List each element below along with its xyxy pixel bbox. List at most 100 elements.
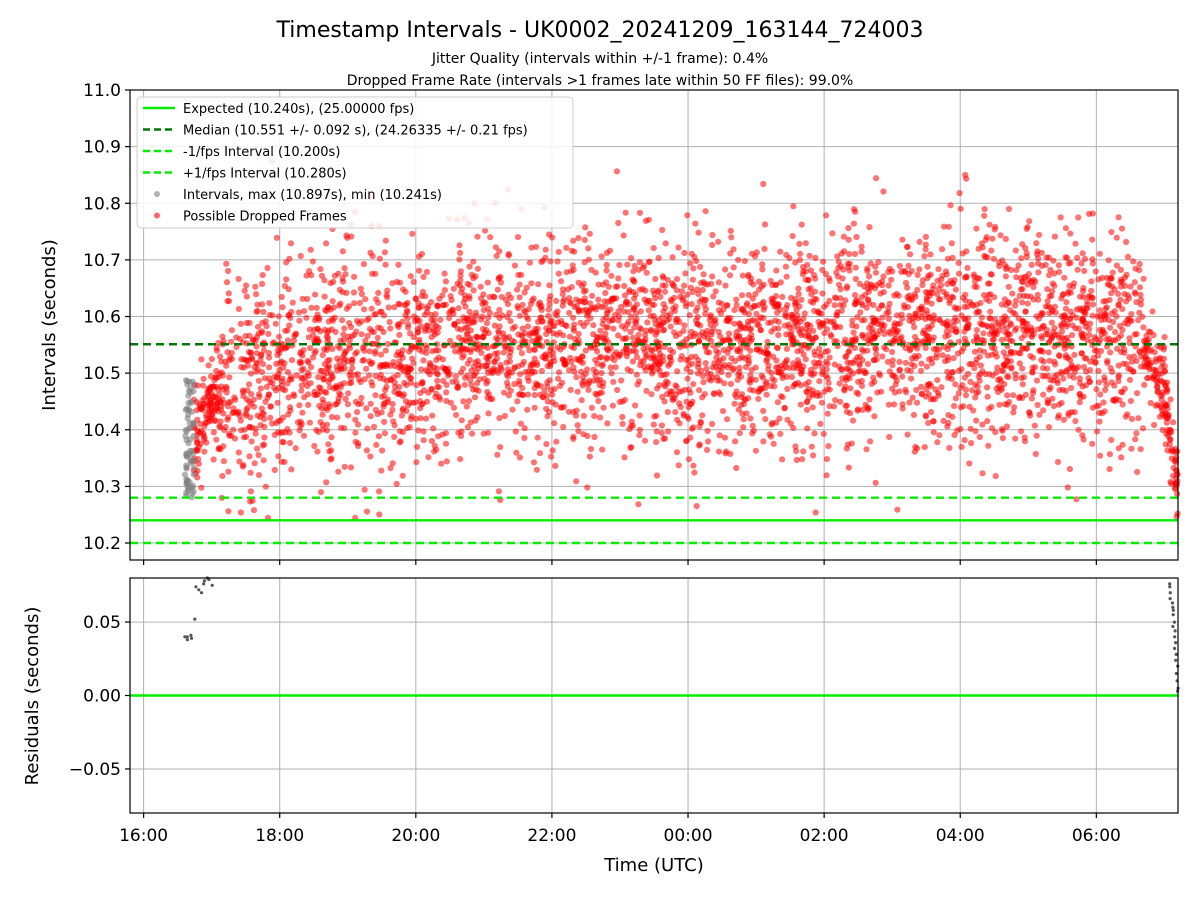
legend-label-expected: Expected (10.240s), (25.00000 fps) xyxy=(183,102,414,117)
dropped-frame-point xyxy=(600,379,607,386)
dropped-frame-point xyxy=(1075,426,1082,433)
dropped-frame-point xyxy=(929,337,936,344)
dropped-frame-point xyxy=(329,372,336,380)
dropped-frame-point xyxy=(457,272,464,279)
dropped-frame-point xyxy=(1085,210,1093,217)
dropped-frame-point xyxy=(591,433,598,441)
dropped-frame-point xyxy=(219,333,226,340)
dropped-frame-point xyxy=(575,428,582,435)
dropped-frame-point xyxy=(861,317,868,324)
dropped-frame-point xyxy=(1080,288,1087,295)
dropped-frame-point xyxy=(899,405,906,412)
dropped-frame-point xyxy=(391,388,398,395)
dropped-frame-point xyxy=(474,265,481,272)
dropped-frame-point xyxy=(507,294,515,302)
dropped-frame-point xyxy=(661,288,669,295)
dropped-frame-point xyxy=(608,354,615,361)
dropped-frame-point xyxy=(208,373,215,380)
dropped-frame-point xyxy=(804,321,811,328)
dropped-frame-point xyxy=(284,369,291,376)
dropped-frame-point xyxy=(382,361,389,368)
dropped-frame-point xyxy=(429,412,436,419)
dropped-frame-point xyxy=(682,270,689,277)
dropped-frame-point xyxy=(659,393,666,400)
dropped-frame-point xyxy=(852,275,859,283)
dropped-frame-point xyxy=(969,387,976,394)
dropped-frame-point xyxy=(495,336,502,343)
dropped-frame-point xyxy=(266,300,273,307)
dropped-frame-point xyxy=(583,319,590,326)
dropped-frame-point xyxy=(485,410,492,417)
dropped-frame-point xyxy=(439,356,447,363)
dropped-frame-point xyxy=(674,416,681,423)
dropped-frame-point xyxy=(266,354,273,361)
dropped-frame-point xyxy=(461,381,468,388)
dropped-frame-point xyxy=(295,309,303,316)
dropped-frame-point xyxy=(739,292,746,299)
dropped-frame-point xyxy=(843,445,851,452)
dropped-frame-point xyxy=(1000,361,1007,368)
dropped-frame-point xyxy=(628,313,635,320)
dropped-frame-point xyxy=(872,263,879,270)
dropped-frame-point xyxy=(624,366,631,373)
dropped-frame-point xyxy=(450,404,458,411)
dropped-frame-point xyxy=(443,458,450,465)
interval-point xyxy=(185,425,192,432)
dropped-frame-point xyxy=(340,278,347,285)
dropped-frame-point xyxy=(394,372,401,379)
dropped-frame-point xyxy=(599,446,606,453)
x-tick-label: 18:00 xyxy=(255,826,304,846)
dropped-frame-point xyxy=(341,380,348,387)
dropped-frame-point xyxy=(470,258,477,265)
dropped-frame-point xyxy=(252,425,259,432)
dropped-frame-point xyxy=(1029,368,1036,375)
dropped-frame-point xyxy=(761,245,768,252)
dropped-frame-point xyxy=(259,301,266,308)
dropped-frame-point xyxy=(1001,317,1008,325)
dropped-frame-point xyxy=(1119,326,1126,333)
dropped-frame-point xyxy=(693,503,700,510)
dropped-frame-point xyxy=(1019,344,1027,351)
dropped-frame-point xyxy=(1089,440,1096,447)
dropped-frame-point xyxy=(619,420,626,427)
dropped-frame-point xyxy=(794,357,802,364)
dropped-frame-point xyxy=(652,345,659,352)
dropped-frame-point xyxy=(1152,356,1159,363)
dropped-frame-point xyxy=(1081,267,1088,275)
dropped-frame-point xyxy=(269,379,276,386)
dropped-frame-point xyxy=(319,411,326,418)
dropped-frame-point xyxy=(410,278,417,285)
dropped-frame-point xyxy=(403,382,410,389)
dropped-frame-point xyxy=(824,375,831,382)
dropped-frame-point xyxy=(607,306,614,313)
dropped-frame-point xyxy=(561,403,568,410)
dropped-frame-point xyxy=(477,283,484,290)
dropped-frame-point xyxy=(859,406,866,413)
x-tick-label: 04:00 xyxy=(936,826,985,846)
dropped-frame-point xyxy=(755,302,762,309)
dropped-frame-point xyxy=(988,403,995,410)
dropped-frame-point xyxy=(926,325,933,332)
dropped-frame-point xyxy=(1011,404,1018,411)
dropped-frame-point xyxy=(956,190,963,197)
dropped-frame-point xyxy=(390,418,397,425)
dropped-frame-point xyxy=(669,280,676,287)
dropped-frame-point xyxy=(966,403,973,410)
dropped-frame-point xyxy=(548,453,555,460)
dropped-frame-point xyxy=(689,398,696,405)
dropped-frame-point xyxy=(1132,265,1139,272)
dropped-frame-point xyxy=(287,240,295,247)
dropped-frame-point xyxy=(193,407,200,414)
dropped-frame-point xyxy=(748,335,756,343)
dropped-frame-point xyxy=(285,394,292,401)
dropped-frame-point xyxy=(435,347,442,354)
dropped-frame-point xyxy=(866,224,873,231)
dropped-frame-point xyxy=(1085,375,1092,382)
dropped-frame-point xyxy=(651,316,658,323)
dropped-frame-point xyxy=(1096,418,1103,425)
dropped-frame-point xyxy=(419,348,426,355)
dropped-frame-point xyxy=(361,376,368,383)
dropped-frame-point xyxy=(875,259,882,266)
dropped-frame-point xyxy=(706,317,714,324)
dropped-frame-point xyxy=(523,284,530,291)
